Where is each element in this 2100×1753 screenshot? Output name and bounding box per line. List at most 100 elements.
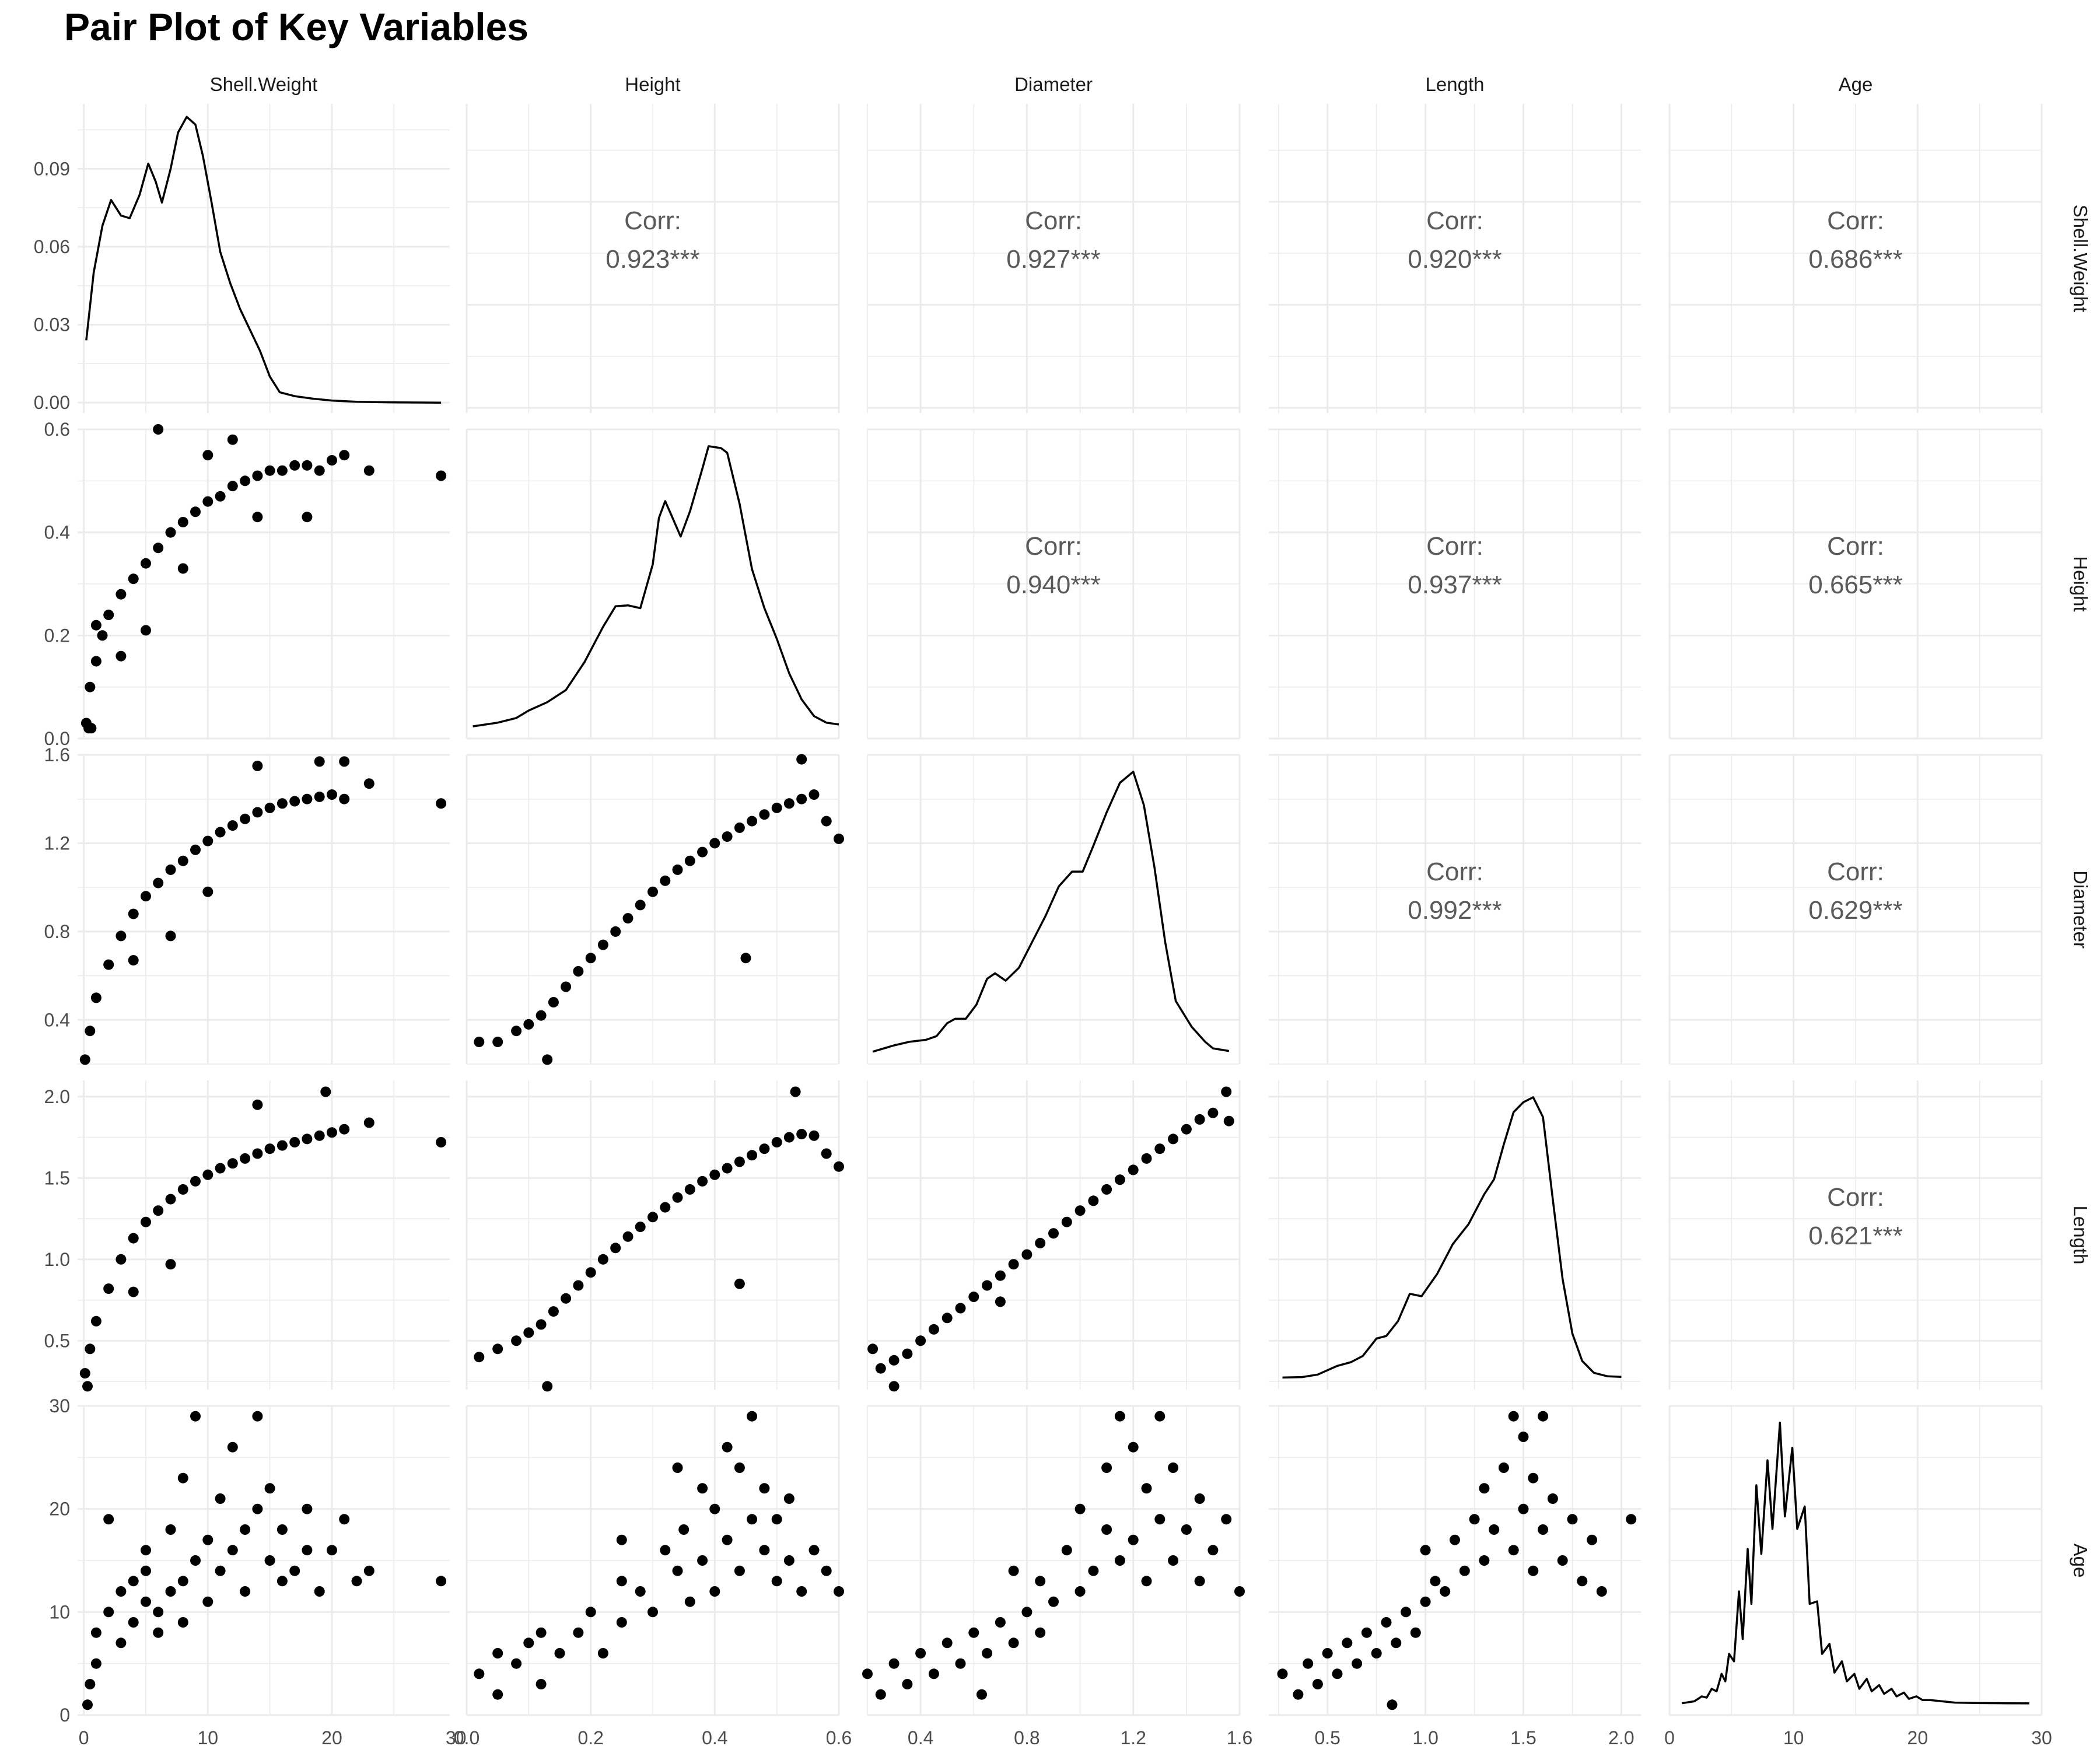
scatter-point — [1128, 1534, 1139, 1545]
scatter-point — [103, 610, 114, 620]
scatter-point — [86, 723, 97, 734]
scatter-point — [995, 1296, 1006, 1307]
scatter-point — [1035, 1627, 1046, 1638]
scatter-point — [796, 793, 807, 804]
x-tick-label: 0 — [1664, 1727, 1675, 1748]
scatter-point — [672, 1565, 683, 1576]
scatter-point — [796, 754, 807, 765]
scatter-point — [128, 908, 139, 919]
scatter-point — [1021, 1249, 1032, 1260]
scatter-point — [79, 1368, 90, 1379]
corr-label: Corr: — [1426, 207, 1483, 235]
scatter-point — [128, 1233, 139, 1244]
scatter-length-vs-shell-weight — [79, 1086, 447, 1392]
x-tick-label: 0.5 — [1314, 1727, 1340, 1748]
scatter-point — [314, 756, 325, 767]
scatter-point — [240, 1153, 251, 1164]
panel-diameter-height — [466, 754, 840, 1065]
panel-age-diameter — [867, 1405, 1241, 1716]
scatter-point — [240, 475, 251, 487]
x-tick-label: 0.8 — [1014, 1727, 1040, 1748]
density-curve-height — [473, 445, 839, 727]
scatter-point — [1489, 1524, 1500, 1535]
scatter-point — [1557, 1555, 1568, 1566]
corr-value: 0.940*** — [1006, 571, 1100, 599]
scatter-point — [1048, 1596, 1059, 1607]
scatter-point — [116, 1586, 127, 1597]
scatter-point — [821, 1565, 832, 1576]
scatter-point — [339, 450, 350, 461]
y-tick-label: 0.4 — [44, 522, 70, 543]
scatter-point — [116, 930, 127, 942]
x-tick-label: 30 — [446, 1727, 467, 1748]
scatter-point — [672, 864, 683, 875]
scatter-point — [722, 1534, 733, 1545]
scatter-point — [177, 1472, 188, 1483]
scatter-point — [1596, 1586, 1607, 1597]
scatter-point — [1234, 1586, 1245, 1597]
scatter-point — [808, 789, 820, 800]
scatter-point — [1114, 1174, 1125, 1185]
y-tick-label: 20 — [49, 1499, 70, 1520]
scatter-point — [363, 778, 374, 789]
scatter-point — [1101, 1524, 1112, 1535]
scatter-point — [771, 1576, 782, 1587]
scatter-point — [1074, 1503, 1086, 1514]
scatter-point — [672, 1192, 683, 1203]
scatter-point — [202, 450, 214, 461]
scatter-point — [902, 1679, 913, 1689]
scatter-point — [1420, 1545, 1431, 1556]
scatter-point — [252, 470, 263, 481]
scatter-point — [90, 992, 102, 1003]
scatter-point — [165, 1194, 176, 1205]
scatter-point — [85, 681, 96, 692]
scatter-point — [227, 1158, 238, 1169]
scatter-point — [722, 831, 733, 842]
scatter-point — [875, 1363, 886, 1374]
scatter-point — [536, 1679, 547, 1689]
scatter-point — [302, 1545, 313, 1556]
scatter-point — [968, 1292, 979, 1302]
scatter-point — [1114, 1411, 1125, 1422]
scatter-point — [1181, 1524, 1192, 1535]
scatter-point — [227, 481, 238, 492]
scatter-point — [141, 1545, 151, 1556]
scatter-point — [289, 1137, 300, 1147]
scatter-point — [190, 506, 201, 517]
scatter-point — [573, 1627, 584, 1638]
scatter-point — [153, 424, 164, 435]
scatter-point — [808, 1130, 820, 1141]
scatter-point — [542, 1054, 553, 1065]
panel-shell-weight-shell-weight — [78, 104, 450, 413]
scatter-point — [648, 886, 658, 897]
y-tick-label: 0.8 — [44, 921, 70, 942]
scatter-point — [955, 1658, 966, 1669]
scatter-point — [264, 1555, 275, 1566]
row-label-height: Height — [2070, 556, 2091, 611]
scatter-point — [759, 1545, 770, 1556]
scatter-point — [1547, 1493, 1558, 1504]
panel-diameter-length — [1269, 754, 1641, 1065]
scatter-point — [1322, 1648, 1333, 1658]
scatter-point — [1141, 1153, 1152, 1164]
scatter-point — [1061, 1216, 1072, 1227]
scatter-point — [436, 470, 447, 481]
scatter-point — [722, 1163, 733, 1174]
y-tick-label: 0.5 — [44, 1330, 70, 1351]
scatter-point — [227, 434, 238, 445]
scatter-point — [1401, 1607, 1412, 1618]
scatter-point — [103, 1283, 114, 1294]
scatter-point — [190, 1555, 201, 1566]
x-tick-label: 0.2 — [578, 1727, 603, 1748]
scatter-point — [90, 620, 102, 631]
scatter-point — [1208, 1107, 1219, 1118]
panel-height-age — [1668, 428, 2043, 740]
scatter-point — [1101, 1184, 1112, 1195]
scatter-point — [1128, 1164, 1139, 1175]
scatter-point — [215, 827, 226, 838]
scatter-point — [165, 1524, 176, 1535]
scatter-point — [511, 1658, 522, 1669]
scatter-point — [240, 1524, 251, 1535]
scatter-point — [177, 855, 188, 866]
